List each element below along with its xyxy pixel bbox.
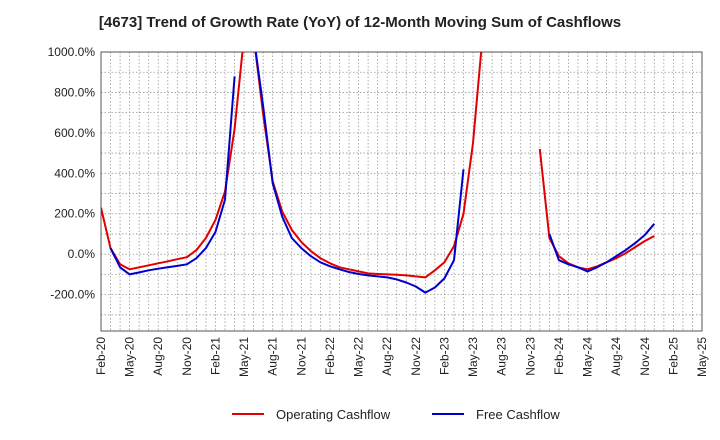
legend-label-operating-cashflow: Operating Cashflow	[276, 407, 391, 422]
x-tick-label: May-22	[352, 337, 366, 377]
x-tick-label: Feb-23	[437, 337, 451, 375]
x-tick-label: May-23	[466, 337, 480, 377]
y-tick-label: 600.0%	[54, 126, 95, 140]
x-tick-label: Nov-20	[180, 337, 194, 376]
x-tick-label: Nov-24	[638, 337, 652, 376]
x-tick-label: Nov-22	[409, 337, 423, 376]
series-line-operating-cashflow	[254, 52, 483, 279]
legend: Operating Cashflow Free Cashflow	[232, 407, 560, 422]
legend-label-free-cashflow: Free Cashflow	[476, 407, 560, 422]
y-tick-label: 0.0%	[68, 247, 96, 261]
y-tick-label: 400.0%	[54, 166, 95, 180]
axes: -200.0% 0.0% 200.0% 400.0% 600.0% 800.0% 1000.…	[48, 45, 709, 377]
series-lines	[101, 52, 656, 294]
series-line-operating-cashflow	[538, 148, 655, 271]
y-tick-label: -200.0%	[50, 288, 95, 302]
y-tick-label: 200.0%	[54, 207, 95, 221]
series-line-free-cashflow	[548, 223, 656, 273]
x-tick-label: May-25	[695, 337, 709, 377]
series-line-operating-cashflow	[101, 52, 244, 271]
x-tick-label: Aug-21	[266, 337, 280, 376]
x-tick-label: Feb-20	[94, 337, 108, 375]
chart-title: [4673] Trend of Growth Rate (YoY) of 12-…	[98, 14, 622, 31]
grid	[100, 51, 703, 331]
x-tick-label: May-21	[237, 337, 251, 377]
series-line-free-cashflow	[254, 52, 465, 294]
x-tick-label: Feb-22	[323, 337, 337, 375]
x-tick-label: May-20	[123, 337, 137, 377]
x-tick-label: Nov-21	[294, 337, 308, 376]
series-line-free-cashflow	[109, 76, 236, 276]
x-tick-label: May-24	[581, 337, 595, 377]
plot-frame	[100, 51, 703, 332]
x-tick-label: Nov-23	[523, 337, 537, 376]
x-tick-label: Feb-24	[552, 337, 566, 375]
x-tick-label: Feb-21	[208, 337, 222, 375]
x-tick-label: Aug-23	[495, 337, 509, 376]
x-tick-label: Feb-25	[666, 337, 680, 375]
x-tick-label: Aug-20	[151, 337, 165, 376]
y-tick-label: 800.0%	[54, 85, 95, 99]
y-tick-label: 1000.0%	[48, 45, 96, 59]
x-tick-label: Aug-24	[609, 337, 623, 376]
x-tick-label: Aug-22	[380, 337, 394, 376]
